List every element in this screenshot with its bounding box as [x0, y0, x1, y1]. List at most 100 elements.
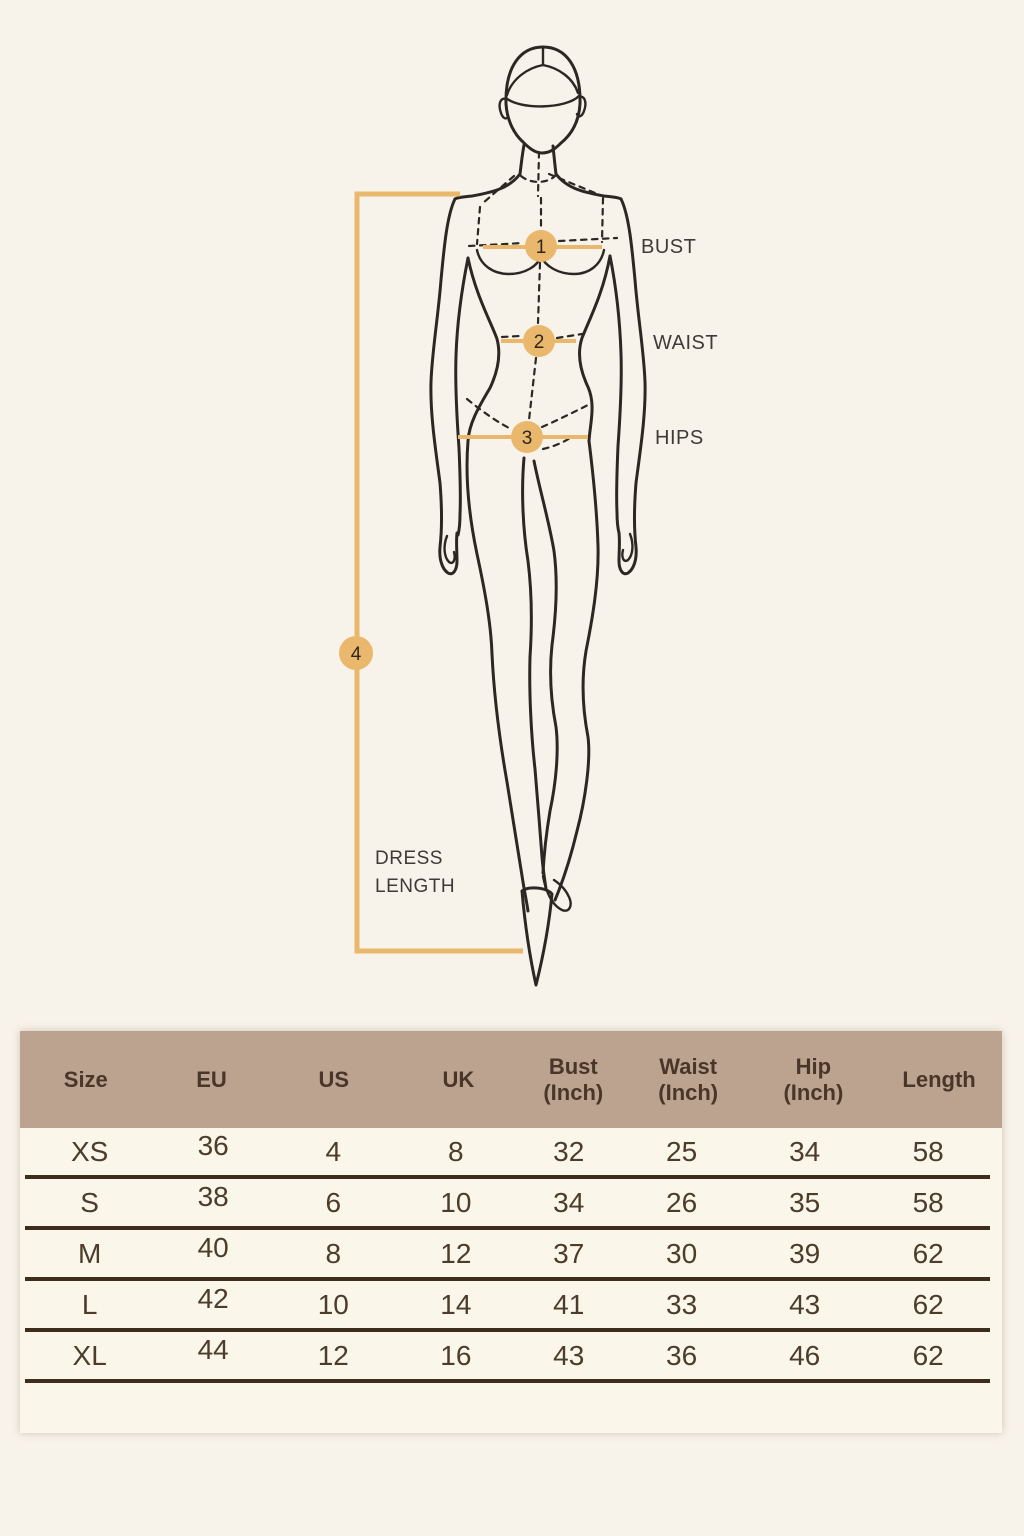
header-cell-length: Length: [876, 1067, 1002, 1093]
cell-us: 4: [325, 1135, 342, 1167]
shoulder-left: [453, 172, 522, 201]
leg-left-inner: [521, 456, 548, 891]
center-line-hip: [527, 356, 538, 422]
cell-uk: 14: [440, 1288, 472, 1320]
shoulder-seam-left: [481, 174, 516, 205]
hip-dash-left: [465, 397, 513, 431]
dress-length-label-line1: DRESS: [375, 848, 443, 869]
cell-eu: 44: [197, 1333, 229, 1365]
marker-number: 1: [536, 237, 547, 258]
cell-size: S: [80, 1186, 99, 1218]
cell-uk: 8: [448, 1135, 464, 1167]
arm-right-outer: [617, 197, 647, 576]
header-cell-uk: UK: [396, 1067, 521, 1093]
header-cell-hip: Hip (Inch): [751, 1054, 877, 1106]
armhole-seam-left: [475, 205, 482, 246]
cell-eu: 42: [197, 1282, 229, 1314]
foot-front: [520, 886, 554, 987]
cell-us: 8: [325, 1237, 342, 1269]
cell-length: 58: [912, 1186, 944, 1218]
cell-length: 58: [912, 1135, 944, 1167]
header-text: EU: [196, 1066, 227, 1092]
cell-waist: 33: [666, 1288, 698, 1320]
cell-bust: 34: [553, 1186, 585, 1218]
measurement-diagram: 1 2 3 4 BUST WAIST HIPS DRESS LENGTH: [339, 45, 718, 987]
cell-uk: 10: [440, 1186, 472, 1218]
cell-bust: 37: [553, 1237, 585, 1269]
header-cell-bust: Bust (Inch): [521, 1054, 626, 1106]
marker-waist: 2: [523, 325, 555, 357]
shoulder-seam-right: [547, 172, 602, 197]
head-outline: [504, 45, 582, 155]
header-cell-eu: EU: [152, 1067, 272, 1093]
header-text: Size: [63, 1066, 108, 1092]
bust-cup-right: [539, 248, 606, 276]
header-text: (Inch): [543, 1079, 604, 1105]
leg-right-inner: [532, 459, 559, 875]
marker-hips: 3: [511, 421, 543, 453]
cell-us: 12: [317, 1339, 349, 1371]
arm-left-inner: [454, 256, 470, 537]
leg-left-outer: [465, 439, 530, 913]
bust-label: BUST: [641, 236, 696, 258]
cell-size: M: [77, 1237, 102, 1269]
neck-left: [518, 143, 526, 176]
cell-hip: 39: [789, 1237, 821, 1269]
cell-bust: 43: [553, 1339, 585, 1371]
diagram-labels: BUST WAIST HIPS DRESS LENGTH: [375, 236, 718, 897]
ear-right: [575, 95, 587, 118]
cell-size: L: [81, 1288, 98, 1320]
cell-waist: 25: [666, 1135, 698, 1167]
marker-number: 4: [351, 644, 362, 665]
cell-hip: 35: [789, 1186, 821, 1218]
bust-cup-left: [475, 248, 543, 276]
dress-length-bracket: [354, 191, 523, 954]
cell-uk: 16: [440, 1339, 472, 1371]
cell-hip: 43: [789, 1288, 821, 1320]
cell-hip: 46: [789, 1339, 821, 1371]
marker-dress-length: 4: [339, 636, 373, 670]
cell-length: 62: [912, 1237, 944, 1269]
hairline-right: [541, 63, 580, 95]
thumb-right: [621, 532, 634, 563]
cell-uk: 12: [440, 1237, 472, 1269]
center-line-waist: [536, 261, 542, 325]
croquis-figure: [429, 45, 647, 987]
hip-dash-right-lower: [541, 434, 575, 451]
arm-right-inner: [608, 254, 623, 535]
dress-length-label-line2: LENGTH: [375, 876, 455, 897]
marker-number: 2: [534, 332, 545, 353]
waist-dash-left: [500, 334, 522, 339]
cell-eu: 40: [197, 1231, 229, 1263]
cell-us: 10: [317, 1288, 349, 1320]
size-row-s: S 38 6 10 34 26 35 58: [25, 1179, 990, 1230]
cell-size: XS: [70, 1135, 109, 1167]
hair-fringe: [504, 94, 581, 108]
size-row-l: L 42 10 14 41 33 43 62: [25, 1281, 990, 1332]
marker-circle: [525, 230, 557, 262]
waist-dash-right: [555, 332, 584, 340]
hairline-left: [505, 63, 545, 97]
hip-dash-right-upper: [540, 403, 590, 429]
ear-left: [498, 97, 510, 120]
header-text: US: [318, 1066, 349, 1092]
cell-hip: 34: [789, 1135, 821, 1167]
header-cell-size: Size: [20, 1067, 152, 1093]
cell-eu: 36: [197, 1129, 229, 1161]
measurement-accents: 1 2 3 4: [339, 191, 602, 954]
header-text: Bust: [548, 1053, 598, 1079]
neck-right: [551, 144, 558, 176]
cell-waist: 36: [666, 1339, 698, 1371]
size-chart-card: Size EU US UK Bust (Inch) Waist (Inch) Hip…: [20, 1031, 1002, 1433]
marker-circle: [523, 325, 555, 357]
header-text: Length: [902, 1066, 976, 1092]
header-text: (Inch): [783, 1079, 844, 1105]
foot-back: [541, 874, 572, 912]
leg-right-outer: [553, 439, 600, 902]
bust-dash-left: [467, 241, 525, 248]
size-chart-header: Size EU US UK Bust (Inch) Waist (Inch) Hip…: [20, 1031, 1002, 1128]
marker-circle: [339, 636, 373, 670]
marker-number: 3: [522, 428, 533, 449]
marker-circle: [511, 421, 543, 453]
